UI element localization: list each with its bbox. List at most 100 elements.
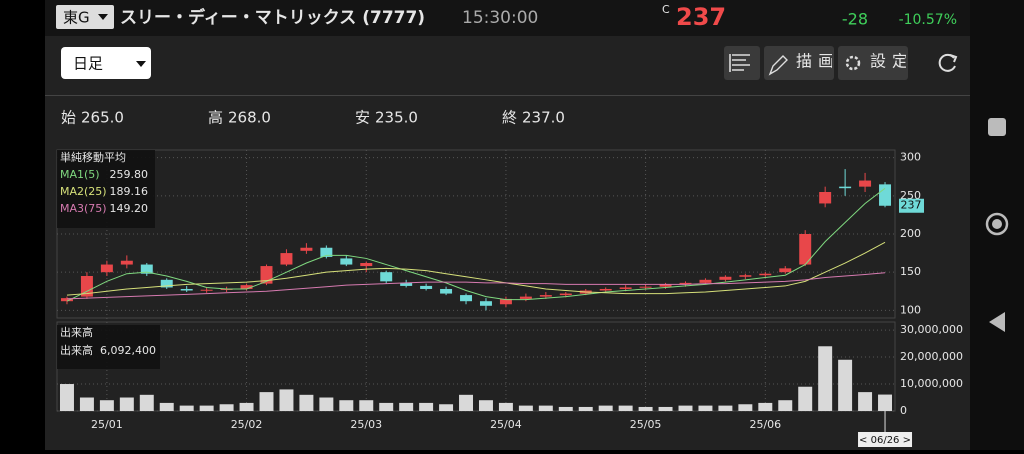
volume-bar (838, 359, 853, 411)
candle-body (879, 184, 892, 206)
settings-clip: 設定 (870, 52, 906, 71)
market: 東G (63, 9, 90, 27)
top-bar (45, 0, 970, 36)
x-tick-label: 25/03 (350, 418, 382, 431)
select-arrow (136, 61, 146, 67)
candle-body (60, 298, 73, 302)
ma-line (66, 187, 886, 302)
volume-bar (638, 406, 653, 411)
ohlc-value: 235.0 (375, 109, 418, 127)
candle-body (380, 272, 393, 282)
ohlc-label: 安 (355, 109, 370, 127)
volume-tick-label: 30,000,000 (900, 323, 963, 336)
candle-body (859, 180, 872, 187)
candle-body (340, 258, 353, 265)
candle-body (559, 293, 572, 296)
candle-body (519, 296, 532, 299)
interval-select[interactable] (61, 47, 151, 79)
candle-body (779, 268, 792, 273)
candle-body (719, 276, 732, 280)
candle-body (499, 298, 512, 305)
volume-bar (678, 405, 693, 411)
volume-bar (578, 406, 593, 411)
last-price: 237 (901, 199, 922, 212)
list-icon (729, 54, 750, 72)
stock-name: スリー・ディー・マトリックス (7777) (120, 7, 425, 28)
market-button[interactable] (56, 5, 114, 29)
refresh-arrow (949, 54, 958, 63)
candle-body (619, 287, 632, 289)
candle-body (240, 285, 253, 289)
ohlc-value: 265.0 (81, 109, 124, 127)
candle-body (160, 279, 173, 288)
volume-bar (339, 400, 354, 411)
candle-body (80, 276, 93, 297)
ma-line (66, 272, 886, 300)
volume-tick-label: 0 (900, 404, 907, 417)
candle-body (479, 301, 492, 306)
candle-body (420, 285, 433, 289)
legend-value: 149.20 (110, 202, 149, 215)
interval: 日足 (73, 55, 103, 73)
volume-bar (139, 394, 154, 411)
candle-body (460, 295, 473, 302)
candle-body (400, 282, 413, 286)
legend-name: MA1(5) (60, 168, 100, 181)
candle-body (759, 273, 772, 276)
volume-legend-value: 6,092,400 (100, 344, 156, 357)
volume-legend-bg (57, 325, 160, 369)
x-tick-label: 25/01 (91, 418, 123, 431)
volume-bar (878, 394, 893, 411)
volume-bar (119, 397, 134, 411)
volume-bar (718, 405, 733, 411)
candle-body (639, 286, 652, 288)
chart: 300 250 200 150 100 30,000,000 20,000,000 10,00… (56, 149, 963, 447)
ma-line (66, 241, 886, 296)
volume-bar (498, 402, 513, 411)
y-tick-label: 300 (900, 151, 921, 164)
volume-bar (459, 394, 474, 411)
volume-bar (279, 389, 294, 411)
candle-body (679, 282, 692, 285)
ma-legend-bg (57, 150, 155, 228)
ma-legend-title: 単純移動平均 (60, 150, 126, 164)
ohlc-label: 終 (502, 109, 517, 127)
candle-body (599, 288, 612, 291)
dropdown-arrow (98, 14, 108, 20)
volume-bar (239, 402, 254, 411)
candle-body (200, 289, 213, 291)
candle-body (180, 288, 193, 291)
divider (45, 95, 970, 96)
candle-body (539, 295, 552, 297)
candle-body (360, 263, 373, 267)
volume-bar (59, 384, 74, 411)
draw-button[interactable] (764, 46, 834, 80)
legend-value: 189.16 (110, 185, 149, 198)
candle-body (320, 247, 333, 257)
ohlc-row: 始 265.0 高 268.0 安 235.0 終 237.0 (61, 109, 565, 127)
nav-home[interactable] (985, 212, 1009, 236)
draw-label: 描画 (796, 52, 840, 71)
volume-bar (518, 405, 533, 411)
volume-bar (738, 404, 753, 411)
volume-bar (99, 400, 114, 411)
nav-recents[interactable] (988, 118, 1006, 136)
refresh-icon[interactable] (938, 53, 956, 72)
settings-button[interactable] (838, 46, 908, 80)
candle-body (120, 260, 133, 265)
volume-bar (598, 405, 613, 411)
candle-body (300, 247, 313, 251)
x-tick-label: 25/05 (630, 418, 662, 431)
nav-back[interactable] (989, 312, 1005, 332)
volume-bar (259, 392, 274, 411)
y-tick-label: 150 (900, 265, 921, 278)
ohlc-label: 始 (61, 109, 76, 127)
candle-body (839, 186, 852, 189)
x-tick-label: 25/06 (749, 418, 781, 431)
volume-bar (319, 397, 334, 411)
volume-legend-label: 出来高 (60, 343, 93, 357)
ohlc-label: 高 (208, 109, 223, 127)
pencil-icon (768, 55, 788, 76)
draw-clip: 描画 (796, 52, 840, 71)
